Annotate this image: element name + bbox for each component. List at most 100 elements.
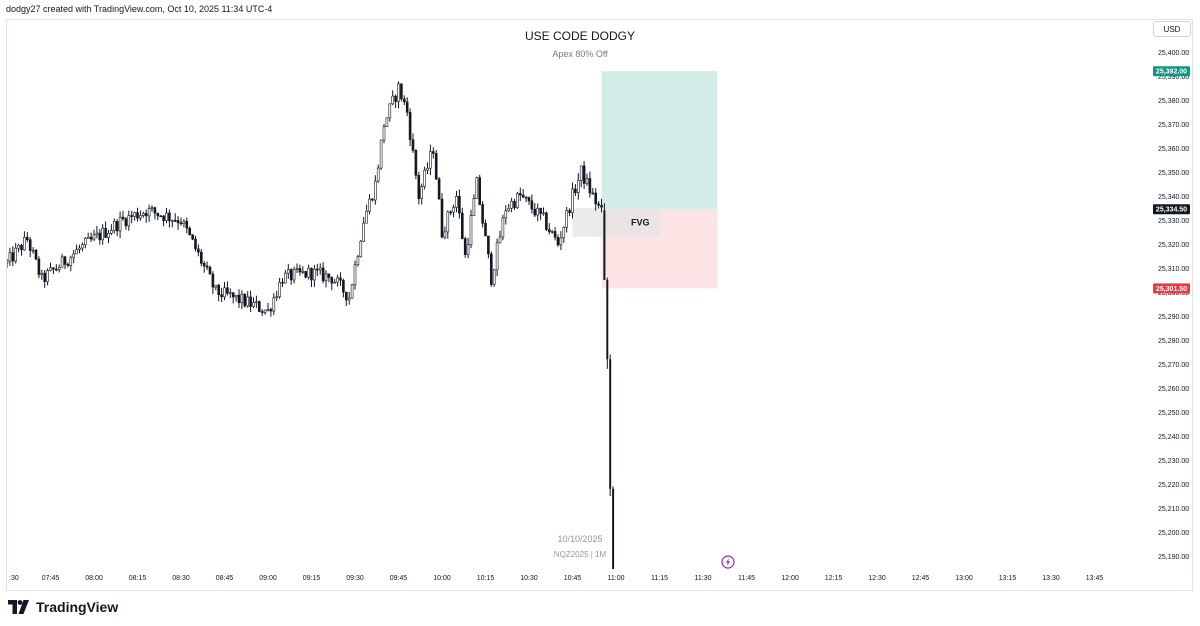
x-tick-label: 09:15 — [303, 575, 321, 582]
candle-body — [139, 215, 142, 219]
candle-body — [52, 267, 55, 270]
candle-body — [60, 256, 64, 268]
candle-body — [275, 296, 279, 299]
candle-body — [516, 193, 519, 208]
candle-body — [440, 198, 444, 238]
candle-body — [304, 271, 308, 278]
candle-body — [524, 196, 528, 199]
y-tick-label: 25,290.00 — [1158, 314, 1189, 321]
candle-body — [89, 236, 93, 240]
chart-attribution: dodgy27 created with TradingView.com, Oc… — [6, 4, 273, 14]
candle-body — [246, 296, 249, 307]
candle-body — [394, 95, 397, 102]
candle-body — [481, 204, 484, 224]
x-tick-label: 11:00 — [608, 575, 625, 582]
candle-body — [37, 258, 41, 275]
footer-logo: TradingView — [8, 597, 118, 617]
candle-body — [162, 215, 165, 221]
candle-body — [420, 186, 424, 199]
candle-body — [397, 83, 400, 102]
candle-body — [402, 98, 406, 103]
candle-body — [504, 210, 508, 219]
candle-body — [69, 256, 73, 266]
candle-body — [315, 268, 319, 271]
candle-body — [25, 236, 29, 240]
candle-body — [113, 221, 116, 231]
candle-body — [582, 165, 586, 184]
fvg-box[interactable] — [572, 208, 660, 237]
x-tick-label: 09:00 — [259, 575, 277, 582]
y-tick-label: 25,380.00 — [1158, 98, 1189, 105]
candle-body — [478, 177, 482, 205]
candle-body — [594, 192, 598, 205]
candle-body — [347, 297, 351, 301]
candle-body — [434, 153, 438, 180]
position-target-zone[interactable] — [601, 71, 718, 210]
candle-body — [121, 216, 125, 219]
candle-body — [510, 201, 513, 209]
x-tick-label: 11:30 — [695, 575, 712, 582]
candle-body — [530, 200, 534, 210]
candle-body — [211, 273, 215, 288]
candle-body — [449, 211, 453, 214]
candle-body — [501, 217, 505, 238]
candle-body — [284, 272, 287, 284]
x-tick-label: 11:45 — [738, 575, 755, 582]
candle-body — [576, 179, 580, 194]
x-tick-label: 13:00 — [955, 575, 973, 582]
candle-body — [81, 244, 84, 249]
candle-body — [559, 237, 563, 246]
candle-body — [142, 213, 145, 216]
candle-body — [437, 178, 441, 200]
x-tick-label: 13:15 — [999, 575, 1017, 582]
currency-selector[interactable]: USD — [1153, 21, 1191, 37]
candle-body — [156, 212, 160, 217]
candle-body — [272, 297, 276, 312]
footer-brand: TradingView — [36, 599, 119, 615]
candle-body — [159, 215, 162, 218]
lightning-icon[interactable] — [721, 555, 735, 569]
candle-body — [214, 284, 218, 288]
candle-body — [487, 235, 490, 255]
candle-body — [405, 101, 409, 113]
candle-body — [57, 266, 61, 270]
candle-body — [336, 277, 339, 283]
candle-body — [197, 248, 200, 253]
candle-body — [110, 230, 113, 234]
candle-body — [429, 151, 432, 169]
candle-body — [333, 281, 337, 284]
candle-body — [266, 309, 270, 311]
y-tick-label: 25,360.00 — [1158, 146, 1189, 153]
candle-body — [153, 207, 157, 214]
y-tick-label: 25,200.00 — [1158, 530, 1189, 537]
candle-body — [498, 236, 502, 244]
x-tick-label: 09:45 — [390, 575, 408, 582]
candle-body — [188, 227, 191, 235]
candle-body — [185, 220, 189, 229]
candle-body — [536, 207, 540, 216]
candle-body — [63, 256, 67, 265]
y-tick-label: 25,340.00 — [1158, 194, 1189, 201]
y-tick-label: 25,390.00 — [1158, 74, 1189, 81]
x-tick-label: 13:30 — [1042, 575, 1060, 582]
candle-body — [571, 188, 574, 213]
candle-body — [257, 301, 261, 312]
candle-body — [324, 273, 328, 282]
y-tick-label: 25,300.00 — [1158, 290, 1189, 297]
candle-body — [237, 294, 241, 304]
y-tick-label: 25,370.00 — [1158, 122, 1189, 129]
candle-body — [78, 247, 81, 250]
candle-body — [115, 221, 119, 232]
watermark-date: 10/10/2025 — [557, 534, 602, 544]
candle-body — [513, 201, 516, 208]
candle-body — [200, 251, 203, 264]
tradingview-logo-icon — [8, 600, 29, 614]
candle-body — [295, 268, 299, 270]
candle-body — [231, 292, 235, 298]
candle-body — [54, 268, 58, 271]
candle-body — [298, 268, 302, 273]
candle-body — [463, 238, 467, 255]
candle-body — [492, 269, 496, 285]
candle-body — [176, 220, 180, 224]
